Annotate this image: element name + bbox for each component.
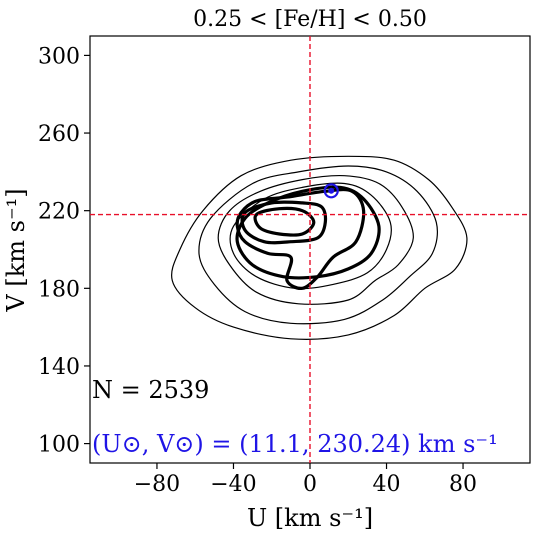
contour-level-1	[171, 155, 468, 340]
count-annotation: N = 2539	[92, 376, 209, 404]
y-axis-title: V [km s⁻¹]	[2, 188, 30, 312]
contour-level-4	[229, 182, 392, 290]
y-tick-label: 180	[38, 277, 80, 302]
y-tick-label: 140	[38, 355, 80, 380]
contour-level-7	[240, 200, 328, 245]
y-tick-label: 300	[38, 44, 80, 69]
x-tick-label: 40	[373, 472, 401, 497]
x-axis-title: U [km s⁻¹]	[247, 504, 373, 532]
y-tick-label: 100	[38, 433, 80, 458]
contour-level-5	[235, 185, 381, 280]
x-tick-label: −80	[134, 472, 180, 497]
x-tick-label: 0	[303, 472, 317, 497]
ticks-layer: −80 −40 0 40 80 100 140 180 220 260 300	[38, 44, 477, 497]
x-tick-label: −40	[210, 472, 256, 497]
contour-level-2	[198, 165, 438, 325]
y-tick-label: 220	[38, 200, 80, 225]
sun-marker-ring	[323, 183, 339, 199]
y-tick-label: 260	[38, 122, 80, 147]
chart-title: 0.25 < [Fe/H] < 0.50	[193, 7, 427, 32]
contour-level-6	[235, 187, 366, 290]
sun-marker-dot	[328, 187, 335, 194]
sun-marker-layer	[323, 183, 339, 199]
sun-velocity-annotation: (U⊙, V⊙) = (11.1, 230.24) km s⁻¹	[92, 430, 498, 458]
x-tick-label: 80	[449, 472, 477, 497]
contour-level-3	[217, 174, 414, 305]
contours-layer	[171, 155, 468, 340]
reference-lines	[90, 36, 530, 463]
